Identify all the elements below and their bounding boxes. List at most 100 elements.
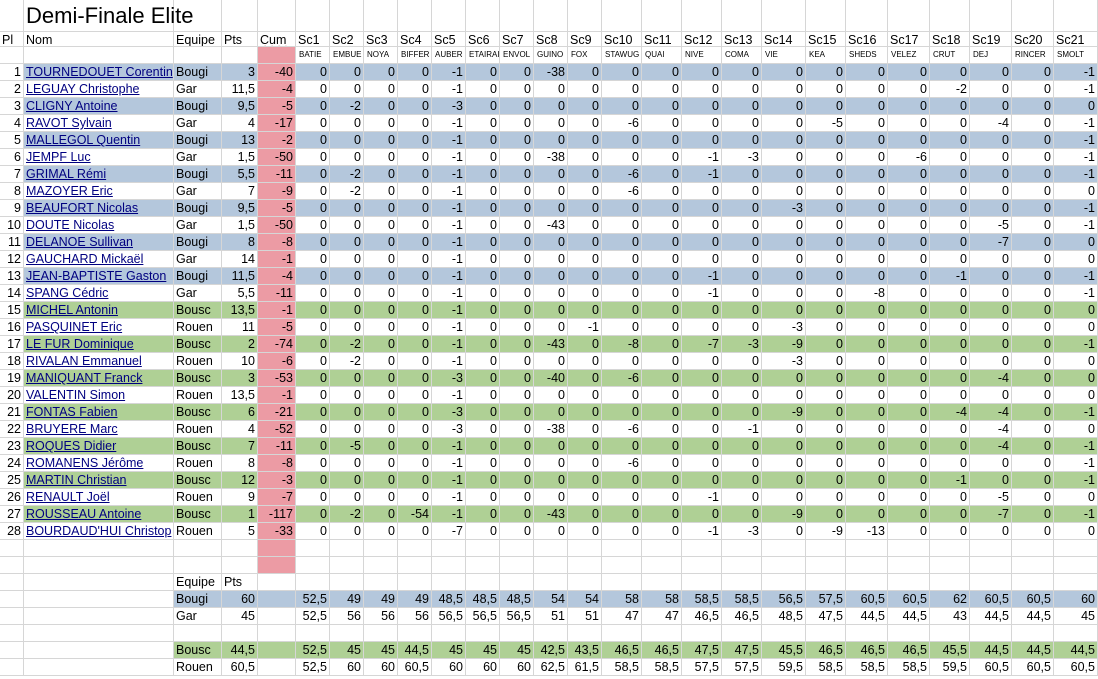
summary-score[interactable]: 60 bbox=[466, 659, 500, 676]
empty-cell[interactable] bbox=[500, 540, 534, 557]
empty-cell[interactable] bbox=[258, 574, 296, 591]
score-cell[interactable]: 0 bbox=[568, 115, 602, 132]
score-cell[interactable]: 0 bbox=[364, 489, 398, 506]
score-cell[interactable]: -1 bbox=[1054, 64, 1098, 81]
empty-cell[interactable] bbox=[534, 625, 568, 642]
score-cell[interactable]: 0 bbox=[500, 234, 534, 251]
section-name[interactable]: VELEZ bbox=[888, 47, 930, 64]
score-cell[interactable]: 0 bbox=[722, 183, 762, 200]
header-section[interactable]: Sc6 bbox=[466, 32, 500, 47]
score-cell[interactable]: 0 bbox=[642, 234, 682, 251]
empty-cell[interactable] bbox=[806, 540, 846, 557]
score-cell[interactable]: 0 bbox=[1054, 251, 1098, 268]
score-cell[interactable]: 0 bbox=[888, 421, 930, 438]
header-cum[interactable]: Cum bbox=[258, 32, 296, 47]
player-name-link[interactable]: MARTIN Christian bbox=[24, 472, 174, 489]
team-cell[interactable]: Gar bbox=[174, 149, 222, 166]
score-cell[interactable]: 0 bbox=[296, 268, 330, 285]
score-cell[interactable]: -3 bbox=[762, 353, 806, 370]
score-cell[interactable]: 0 bbox=[806, 336, 846, 353]
score-cell[interactable]: 0 bbox=[364, 285, 398, 302]
score-cell[interactable]: 0 bbox=[722, 319, 762, 336]
empty-cell[interactable] bbox=[0, 608, 24, 625]
empty-cell[interactable] bbox=[642, 540, 682, 557]
empty-cell[interactable] bbox=[1012, 557, 1054, 574]
score-cell[interactable]: 0 bbox=[888, 217, 930, 234]
score-cell[interactable]: 0 bbox=[364, 404, 398, 421]
title-row-cell[interactable] bbox=[762, 0, 806, 32]
score-cell[interactable]: 0 bbox=[1012, 438, 1054, 455]
empty-cell[interactable] bbox=[534, 574, 568, 591]
score-cell[interactable]: 0 bbox=[642, 472, 682, 489]
score-cell[interactable]: 0 bbox=[602, 387, 642, 404]
section-name[interactable]: STAWUG bbox=[602, 47, 642, 64]
score-cell[interactable]: 0 bbox=[930, 217, 970, 234]
header-section[interactable]: Sc19 bbox=[970, 32, 1012, 47]
score-cell[interactable]: 0 bbox=[846, 506, 888, 523]
score-cell[interactable]: 0 bbox=[970, 81, 1012, 98]
empty-cell[interactable] bbox=[296, 574, 330, 591]
score-cell[interactable]: 0 bbox=[1012, 336, 1054, 353]
score-cell[interactable]: 0 bbox=[330, 64, 364, 81]
points-cell[interactable]: 4 bbox=[222, 115, 258, 132]
score-cell[interactable]: 0 bbox=[364, 421, 398, 438]
score-cell[interactable]: 0 bbox=[806, 319, 846, 336]
score-cell[interactable]: 0 bbox=[330, 234, 364, 251]
score-cell[interactable]: -1 bbox=[432, 251, 466, 268]
score-cell[interactable]: -4 bbox=[970, 370, 1012, 387]
score-cell[interactable]: 0 bbox=[568, 506, 602, 523]
score-cell[interactable]: 0 bbox=[534, 81, 568, 98]
score-cell[interactable]: 0 bbox=[722, 353, 762, 370]
player-name-link[interactable]: DELANOE Sullivan bbox=[24, 234, 174, 251]
score-cell[interactable]: 0 bbox=[682, 64, 722, 81]
score-cell[interactable]: 0 bbox=[466, 353, 500, 370]
score-cell[interactable]: 0 bbox=[806, 455, 846, 472]
empty-cell[interactable] bbox=[258, 540, 296, 557]
score-cell[interactable]: -1 bbox=[1054, 115, 1098, 132]
row-rank[interactable]: 5 bbox=[0, 132, 24, 149]
score-cell[interactable]: 0 bbox=[296, 370, 330, 387]
score-cell[interactable]: -38 bbox=[534, 421, 568, 438]
score-cell[interactable]: 0 bbox=[970, 64, 1012, 81]
score-cell[interactable]: 0 bbox=[762, 370, 806, 387]
score-cell[interactable]: -3 bbox=[762, 200, 806, 217]
score-cell[interactable]: 0 bbox=[722, 217, 762, 234]
score-cell[interactable]: -38 bbox=[534, 149, 568, 166]
score-cell[interactable]: 0 bbox=[398, 200, 432, 217]
summary-score[interactable]: 45 bbox=[364, 642, 398, 659]
title-row-cell[interactable] bbox=[174, 0, 222, 32]
score-cell[interactable]: 0 bbox=[846, 336, 888, 353]
points-cell[interactable]: 12 bbox=[222, 472, 258, 489]
score-cell[interactable]: 0 bbox=[888, 268, 930, 285]
title-row-cell[interactable] bbox=[296, 0, 330, 32]
header-section[interactable]: Sc4 bbox=[398, 32, 432, 47]
player-name-link[interactable]: PASQUINET Eric bbox=[24, 319, 174, 336]
points-cell[interactable]: 9,5 bbox=[222, 98, 258, 115]
score-cell[interactable]: 0 bbox=[500, 506, 534, 523]
row-rank[interactable]: 9 bbox=[0, 200, 24, 217]
score-cell[interactable]: 0 bbox=[846, 421, 888, 438]
score-cell[interactable]: 0 bbox=[1012, 183, 1054, 200]
header-nom[interactable]: Nom bbox=[24, 32, 174, 47]
title-row-cell[interactable] bbox=[364, 0, 398, 32]
score-cell[interactable]: 0 bbox=[762, 455, 806, 472]
points-cell[interactable]: 5,5 bbox=[222, 285, 258, 302]
score-cell[interactable]: -7 bbox=[970, 506, 1012, 523]
score-cell[interactable]: 0 bbox=[364, 523, 398, 540]
score-cell[interactable]: 0 bbox=[888, 506, 930, 523]
player-name-link[interactable]: CLIGNY Antoine bbox=[24, 98, 174, 115]
summary-score[interactable]: 46,5 bbox=[888, 642, 930, 659]
empty-cell[interactable] bbox=[762, 557, 806, 574]
summary-score[interactable]: 49 bbox=[364, 591, 398, 608]
score-cell[interactable]: 0 bbox=[806, 438, 846, 455]
score-cell[interactable]: 0 bbox=[888, 98, 930, 115]
player-name-link[interactable]: DOUTE Nicolas bbox=[24, 217, 174, 234]
score-cell[interactable]: 0 bbox=[1054, 302, 1098, 319]
score-cell[interactable]: 0 bbox=[602, 268, 642, 285]
section-name[interactable]: SHEDS bbox=[846, 47, 888, 64]
score-cell[interactable]: -1 bbox=[1054, 268, 1098, 285]
title-row-cell[interactable] bbox=[534, 0, 568, 32]
score-cell[interactable]: 0 bbox=[330, 455, 364, 472]
score-cell[interactable]: -1 bbox=[432, 285, 466, 302]
cum-cell[interactable]: -1 bbox=[258, 302, 296, 319]
